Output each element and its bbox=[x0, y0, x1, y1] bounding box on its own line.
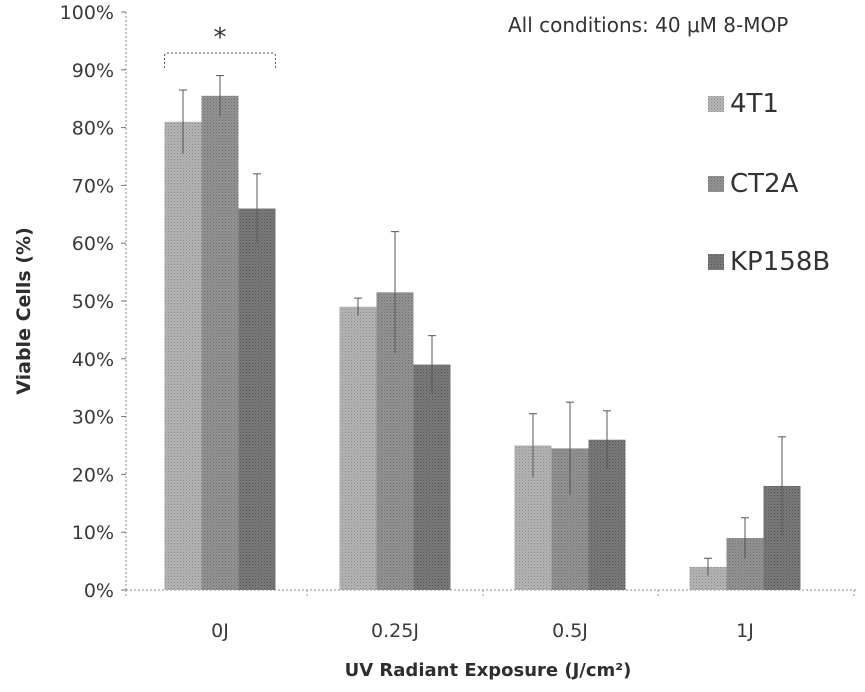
legend: 4T1 CT2A KP158B bbox=[708, 89, 830, 277]
y-tick-label: 70% bbox=[72, 175, 114, 197]
x-tick-label: 1J bbox=[736, 620, 754, 642]
legend-swatch-KP158B bbox=[708, 254, 724, 270]
y-tick-label: 0% bbox=[84, 580, 114, 602]
significance-bracket bbox=[164, 52, 276, 68]
y-tick-label: 80% bbox=[72, 118, 114, 140]
y-tick-label: 50% bbox=[72, 291, 114, 313]
significance-marker: * bbox=[214, 23, 227, 53]
y-tick-label: 20% bbox=[72, 464, 114, 486]
legend-label-4T1: 4T1 bbox=[730, 89, 779, 119]
bar-KP158B-0J bbox=[238, 208, 276, 590]
x-tick-label: 0.5J bbox=[552, 620, 588, 642]
bar-4T1-0.25J bbox=[339, 306, 377, 590]
x-tick-label: 0J bbox=[211, 620, 229, 642]
legend-swatch-CT2A bbox=[708, 176, 724, 192]
y-tick-label: 100% bbox=[60, 2, 114, 24]
x-tick-label: 0.25J bbox=[371, 620, 419, 642]
y-axis-label: Viable Cells (%) bbox=[13, 227, 35, 395]
plot-area: 0% 10% 20% 30% 40% 50% 60% 70% 80% 90% 100% 0J 0.25J… bbox=[60, 2, 858, 642]
bar-4T1-1J bbox=[689, 566, 727, 590]
chart-annotation: All conditions: 40 μM 8-MOP bbox=[508, 13, 788, 37]
bar-KP158B-0.25J bbox=[413, 364, 451, 590]
y-tick-label: 60% bbox=[72, 233, 114, 255]
y-tick-label: 90% bbox=[72, 60, 114, 82]
y-tick-label: 30% bbox=[72, 407, 114, 429]
bar-4T1-0J bbox=[164, 121, 202, 590]
legend-label-KP158B: KP158B bbox=[730, 247, 830, 277]
y-tick-label: 10% bbox=[72, 522, 114, 544]
x-axis-label: UV Radiant Exposure (J/cm²) bbox=[345, 660, 632, 681]
legend-label-CT2A: CT2A bbox=[730, 169, 799, 199]
y-tick-label: 40% bbox=[72, 349, 114, 371]
legend-swatch-4T1 bbox=[708, 96, 724, 112]
bar-CT2A-0J bbox=[201, 95, 239, 590]
